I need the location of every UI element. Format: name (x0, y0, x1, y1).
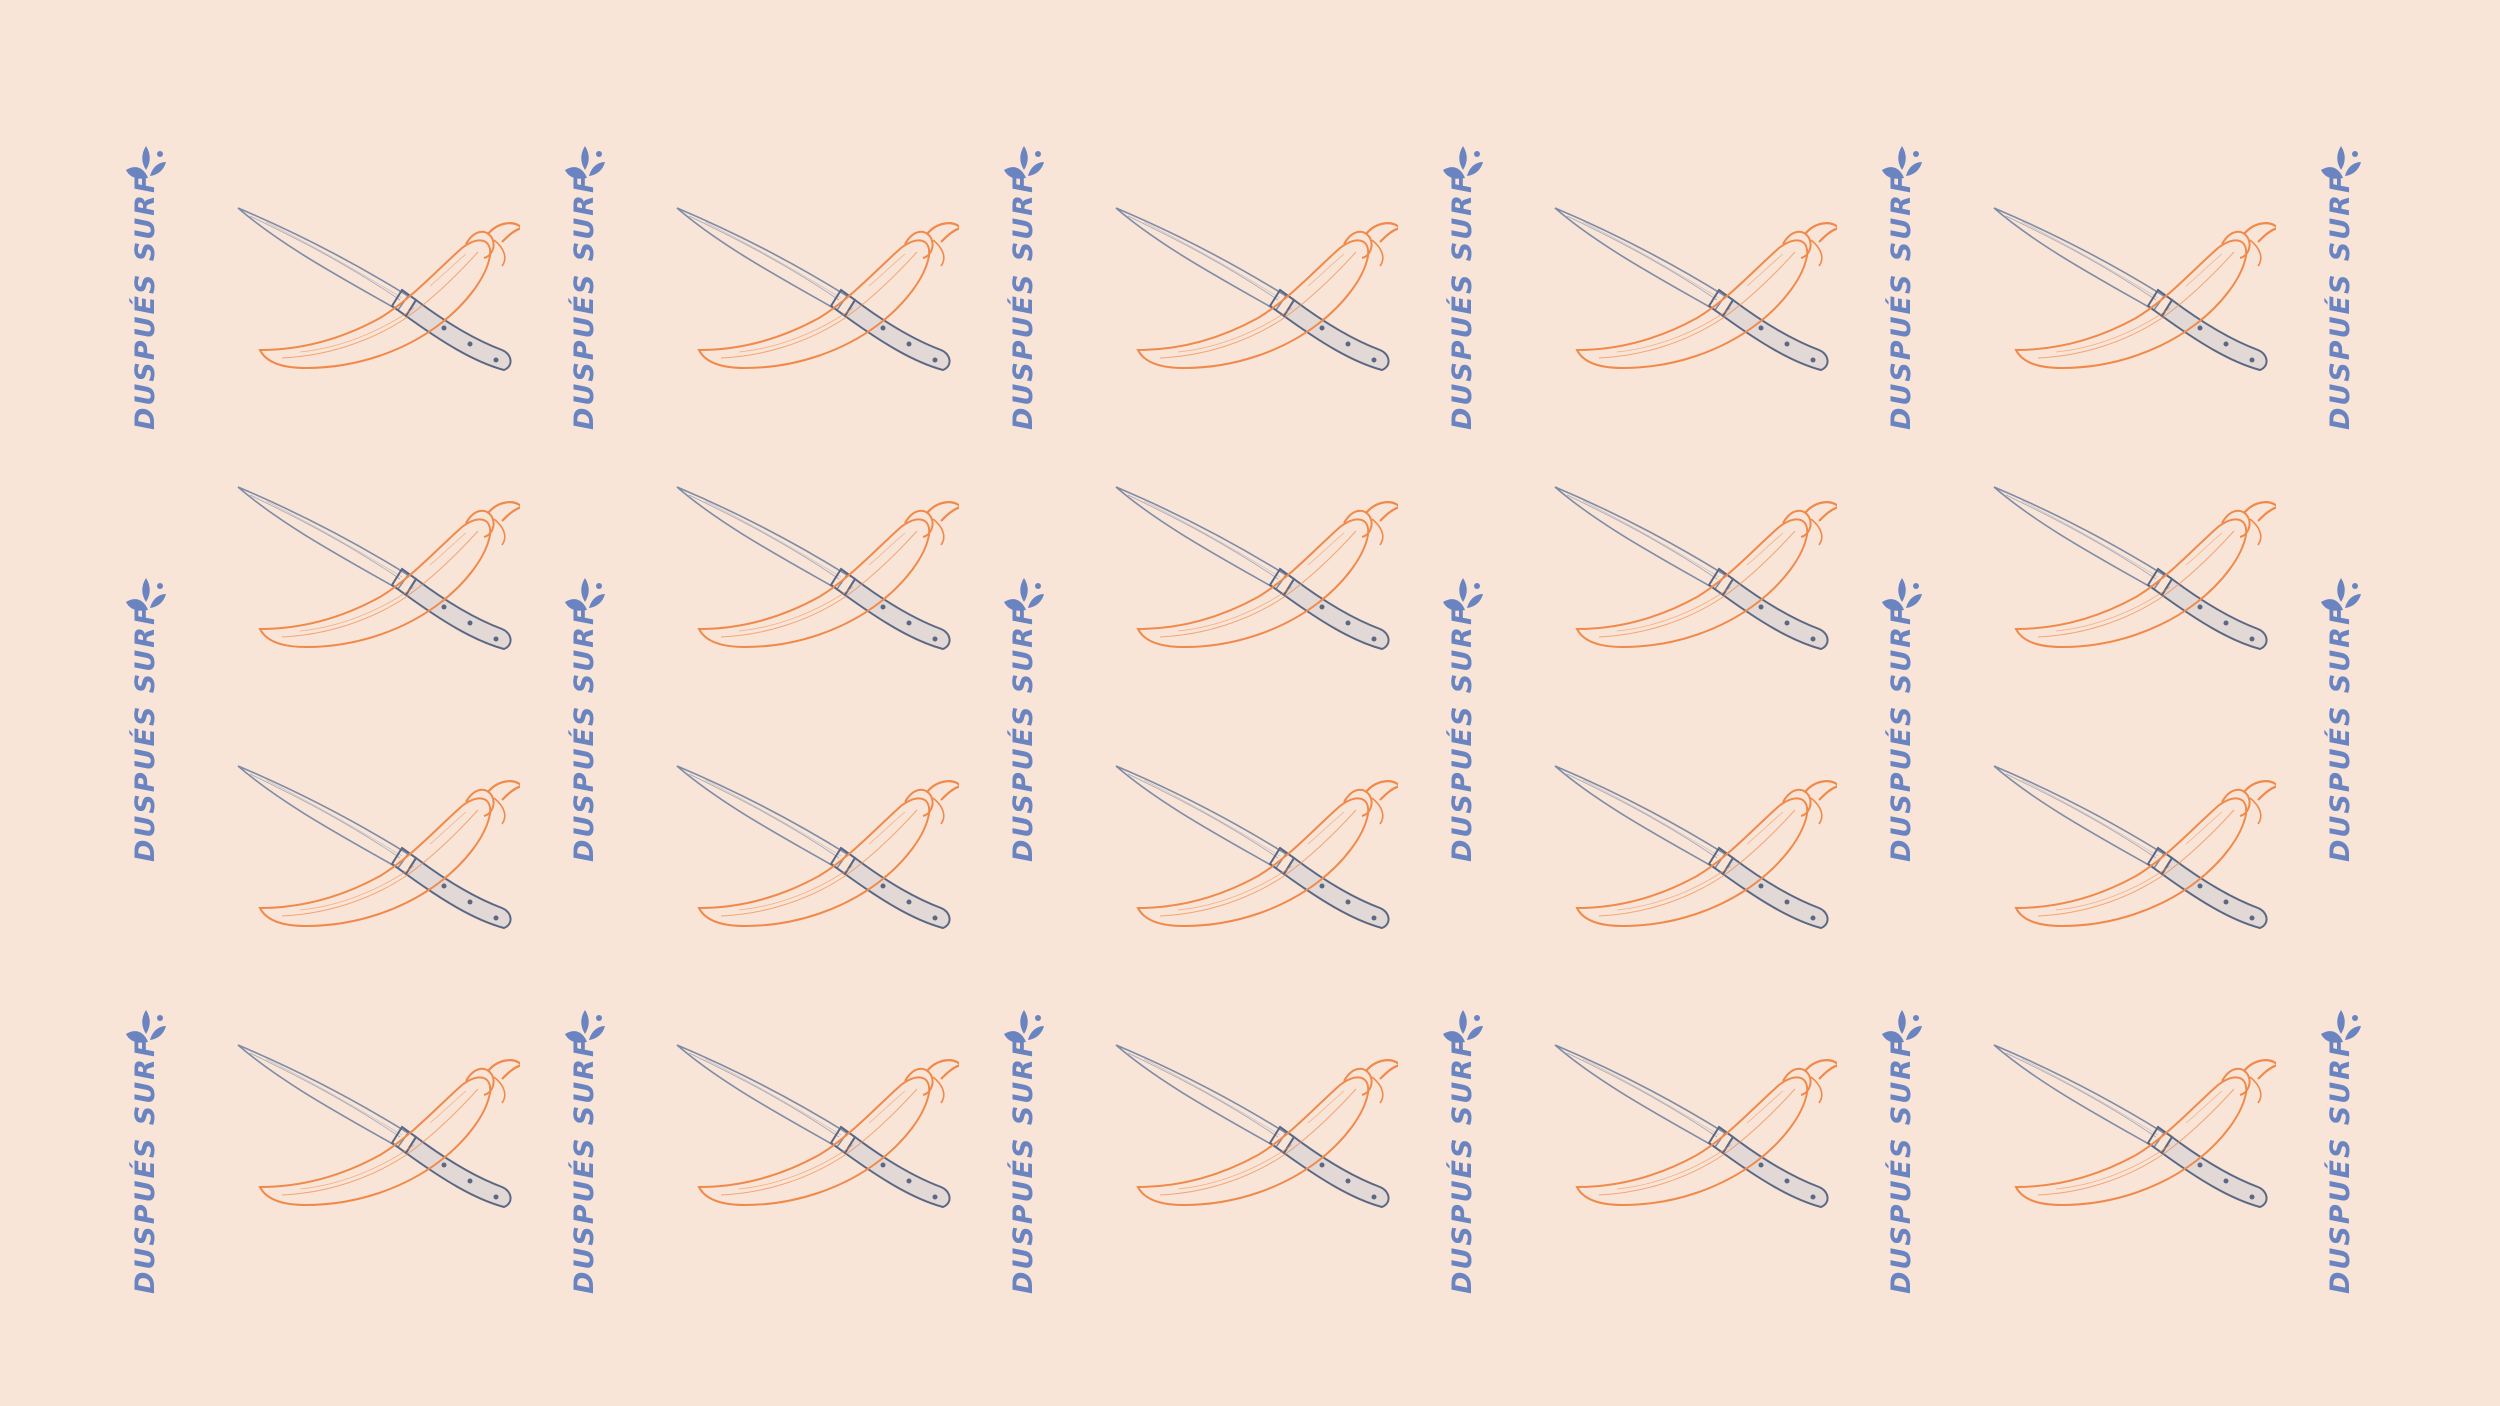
brand-wordmark: DUSPUÉS SURF (1008, 172, 1039, 430)
knife-and-chili-pepper-icon (1547, 479, 1837, 669)
brand-wordmark: DUSPUÉS SURF (1447, 172, 1478, 430)
knife-and-chili-pepper-icon (1986, 758, 2276, 948)
brand-wordmark: DUSPUÉS SURF (569, 172, 600, 430)
brand-wordmark: DUSPUÉS SURF (1447, 1036, 1478, 1294)
brand-wordmark: DUSPUÉS SURF (2325, 1036, 2356, 1294)
knife-and-chili-pepper-icon (669, 200, 959, 390)
brand-wordmark: DUSPUÉS SURF (2325, 172, 2356, 430)
knife-and-chili-pepper-icon (230, 1037, 520, 1227)
brand-wordmark: DUSPUÉS SURF (1008, 1036, 1039, 1294)
brand-wordmark: DUSPUÉS SURF (1886, 172, 1917, 430)
brand-wordmark: DUSPUÉS SURF (130, 1036, 161, 1294)
knife-and-chili-pepper-icon (1108, 1037, 1398, 1227)
knife-and-chili-pepper-icon (669, 1037, 959, 1227)
brand-wordmark: DUSPUÉS SURF (1447, 604, 1478, 862)
knife-and-chili-pepper-icon (669, 479, 959, 669)
knife-and-chili-pepper-icon (230, 479, 520, 669)
knife-and-chili-pepper-icon (669, 758, 959, 948)
knife-and-chili-pepper-icon (1108, 200, 1398, 390)
knife-and-chili-pepper-icon (1108, 758, 1398, 948)
knife-and-chili-pepper-icon (1547, 200, 1837, 390)
brand-wordmark: DUSPUÉS SURF (130, 604, 161, 862)
knife-and-chili-pepper-icon (1986, 1037, 2276, 1227)
knife-and-chili-pepper-icon (1108, 479, 1398, 669)
brand-wordmark: DUSPUÉS SURF (569, 1036, 600, 1294)
knife-and-chili-pepper-icon (1547, 758, 1837, 948)
brand-wordmark: DUSPUÉS SURF (1008, 604, 1039, 862)
knife-and-chili-pepper-icon (1986, 200, 2276, 390)
brand-wordmark: DUSPUÉS SURF (130, 172, 161, 430)
knife-and-chili-pepper-icon (230, 758, 520, 948)
brand-wordmark: DUSPUÉS SURF (1886, 604, 1917, 862)
knife-and-chili-pepper-icon (1547, 1037, 1837, 1227)
brand-wordmark: DUSPUÉS SURF (569, 604, 600, 862)
brand-wordmark: DUSPUÉS SURF (1886, 1036, 1917, 1294)
brand-wordmark: DUSPUÉS SURF (2325, 604, 2356, 862)
knife-and-chili-pepper-icon (230, 200, 520, 390)
knife-and-chili-pepper-icon (1986, 479, 2276, 669)
